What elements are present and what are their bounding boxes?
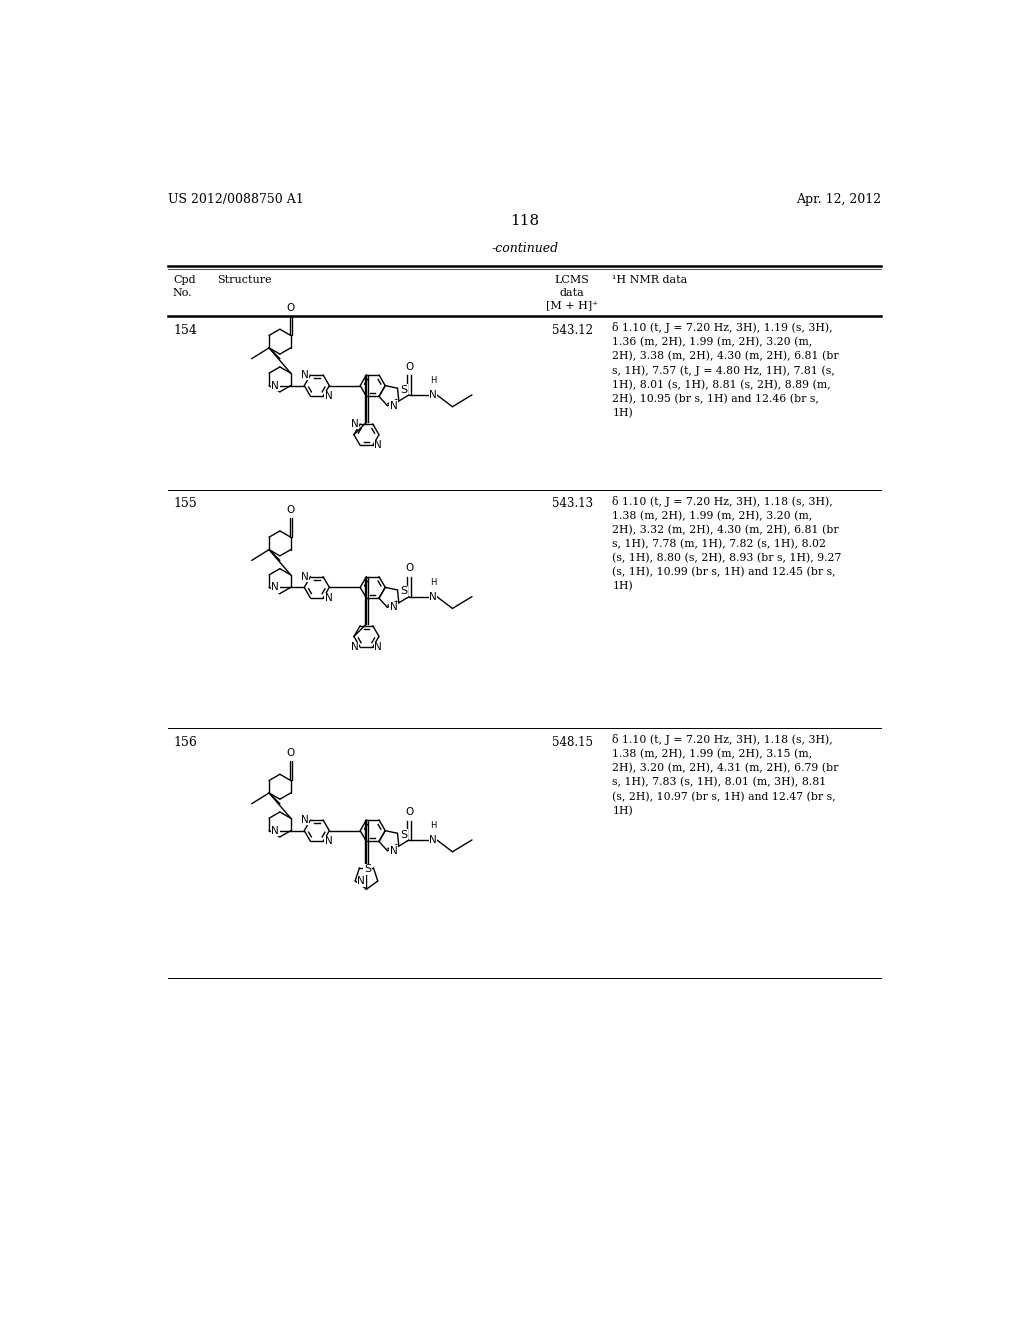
Text: N: N — [390, 401, 397, 411]
Text: S: S — [399, 830, 407, 840]
Text: N: N — [429, 591, 437, 602]
Text: S: S — [399, 384, 407, 395]
Text: S: S — [399, 586, 407, 597]
Text: N: N — [271, 582, 280, 593]
Text: 543.12: 543.12 — [552, 323, 593, 337]
Text: H: H — [430, 376, 436, 385]
Text: O: O — [287, 304, 295, 313]
Text: H: H — [430, 821, 436, 830]
Text: δ 1.10 (t, J = 7.20 Hz, 3H), 1.18 (s, 3H),
1.38 (m, 2H), 1.99 (m, 2H), 3.20 (m,
: δ 1.10 (t, J = 7.20 Hz, 3H), 1.18 (s, 3H… — [612, 496, 842, 591]
Text: O: O — [287, 748, 295, 758]
Text: O: O — [404, 362, 414, 372]
Text: O: O — [404, 564, 414, 573]
Text: N: N — [374, 441, 382, 450]
Text: S: S — [364, 865, 371, 874]
Text: N: N — [325, 593, 333, 603]
Text: -continued: -continued — [492, 242, 558, 255]
Text: N: N — [357, 876, 366, 886]
Text: ¹H NMR data: ¹H NMR data — [612, 276, 688, 285]
Text: N: N — [301, 370, 309, 380]
Text: Structure: Structure — [217, 276, 271, 285]
Text: N: N — [301, 572, 309, 582]
Text: N: N — [374, 643, 382, 652]
Text: 543.13: 543.13 — [552, 498, 593, 511]
Text: US 2012/0088750 A1: US 2012/0088750 A1 — [168, 193, 304, 206]
Text: N: N — [271, 380, 280, 391]
Text: N: N — [390, 846, 397, 855]
Text: N: N — [351, 418, 358, 429]
Text: N: N — [390, 602, 397, 612]
Text: 155: 155 — [173, 498, 197, 511]
Text: δ 1.10 (t, J = 7.20 Hz, 3H), 1.19 (s, 3H),
1.36 (m, 2H), 1.99 (m, 2H), 3.20 (m,
: δ 1.10 (t, J = 7.20 Hz, 3H), 1.19 (s, 3H… — [612, 322, 839, 418]
Text: N: N — [429, 836, 437, 845]
Text: Apr. 12, 2012: Apr. 12, 2012 — [797, 193, 882, 206]
Text: N: N — [351, 643, 358, 652]
Text: 154: 154 — [173, 323, 197, 337]
Text: 548.15: 548.15 — [552, 737, 593, 748]
Text: 118: 118 — [510, 214, 540, 228]
Text: N: N — [301, 814, 309, 825]
Text: LCMS
data
[M + H]⁺: LCMS data [M + H]⁺ — [546, 276, 598, 310]
Text: δ 1.10 (t, J = 7.20 Hz, 3H), 1.18 (s, 3H),
1.38 (m, 2H), 1.99 (m, 2H), 3.15 (m,
: δ 1.10 (t, J = 7.20 Hz, 3H), 1.18 (s, 3H… — [612, 734, 839, 816]
Text: N: N — [325, 837, 333, 846]
Text: 156: 156 — [173, 737, 197, 748]
Text: N: N — [271, 826, 280, 836]
Text: O: O — [404, 807, 414, 817]
Text: N: N — [325, 392, 333, 401]
Text: H: H — [430, 578, 436, 587]
Text: Cpd
No.: Cpd No. — [173, 276, 196, 298]
Text: N: N — [429, 389, 437, 400]
Text: O: O — [287, 504, 295, 515]
